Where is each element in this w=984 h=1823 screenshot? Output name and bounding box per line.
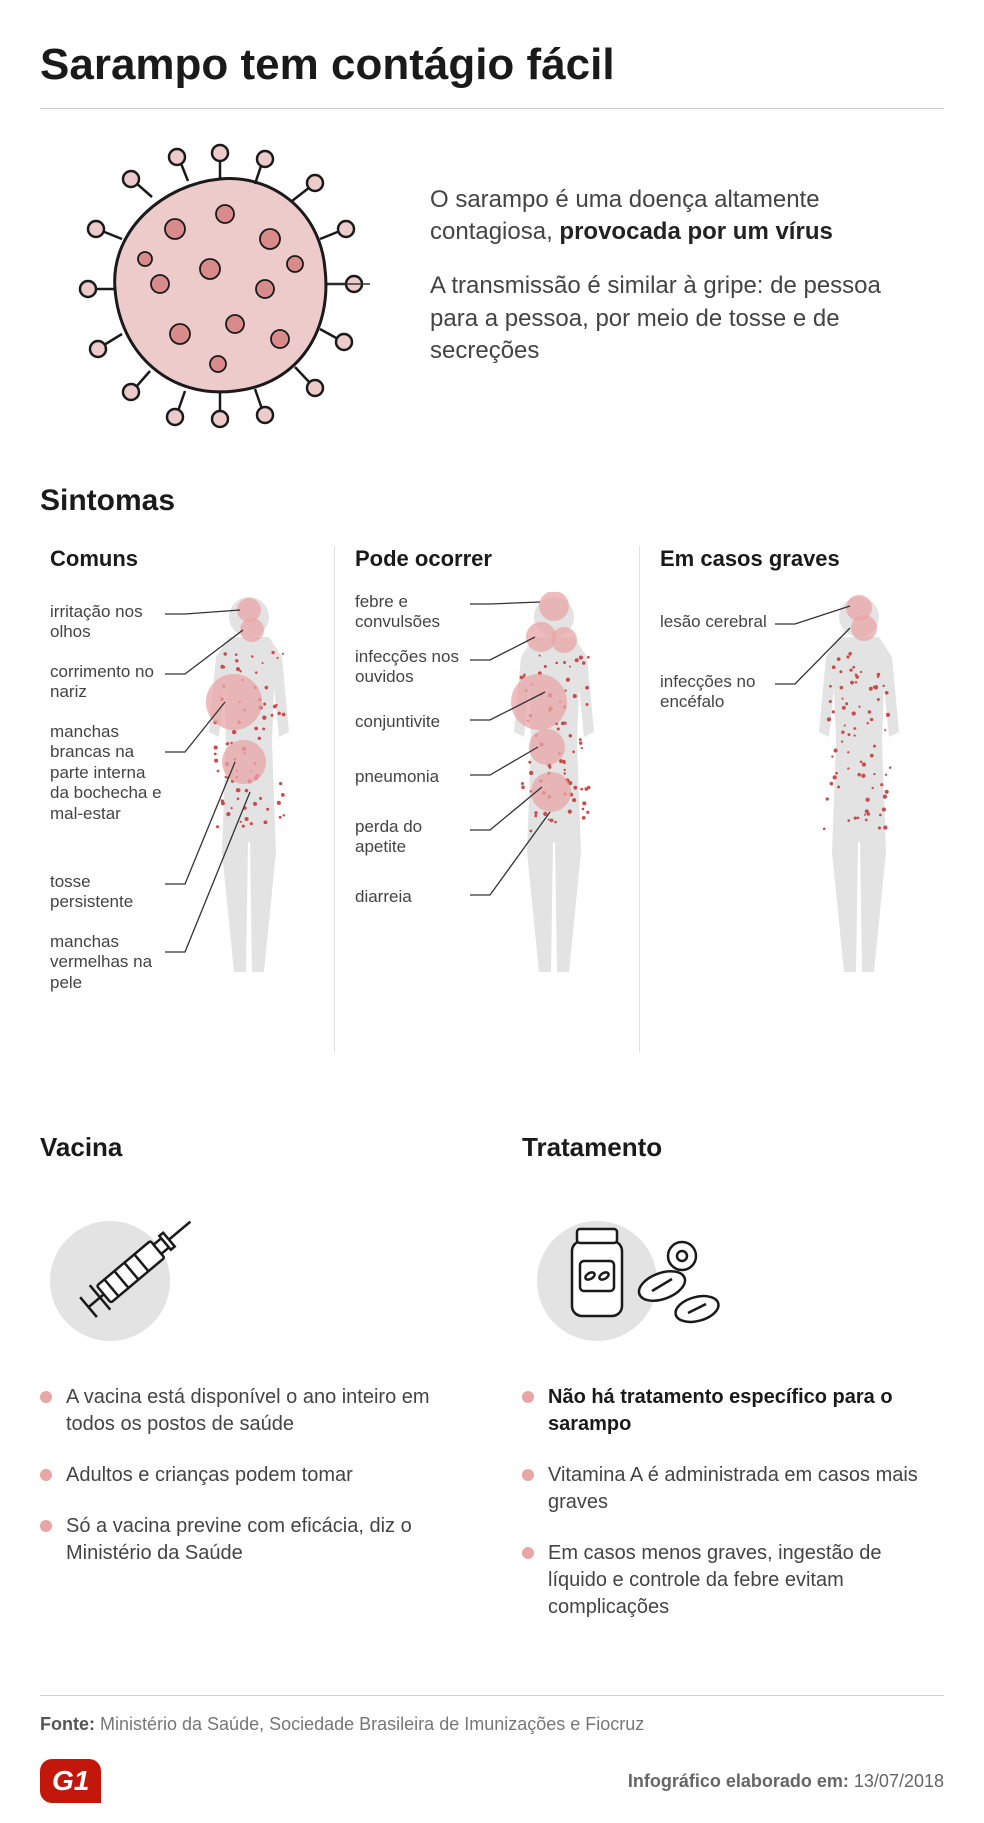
syringe-icon xyxy=(40,1191,462,1356)
bullet-icon xyxy=(40,1391,52,1403)
bullet-icon xyxy=(522,1547,534,1559)
bullet-item: Em casos menos graves, ingestão de líqui… xyxy=(522,1540,944,1621)
symptom-column: Em casos graves lesão cerebral infecções … xyxy=(639,546,944,1052)
bullet-item: Só a vacina previne com eficácia, diz o … xyxy=(40,1513,462,1567)
symptom-column-title: Pode ocorrer xyxy=(355,546,629,572)
bullet-item: Não há tratamento específico para o sara… xyxy=(522,1384,944,1438)
bullet-item: Adultos e crianças podem tomar xyxy=(40,1462,462,1489)
body-diagram: lesão cerebral infecções no encéfalo xyxy=(660,592,934,1052)
vaccine-section: Vacina xyxy=(40,1132,462,1645)
g1-logo: G1 xyxy=(40,1759,101,1803)
medicine-icon xyxy=(522,1191,944,1356)
body-diagram: febre e convulsões infecções nos ouvidos c… xyxy=(355,592,629,1052)
symptom-label: conjuntivite xyxy=(355,712,440,732)
footer: Fonte: Ministério da Saúde, Sociedade Br… xyxy=(40,1695,944,1803)
intro-paragraph-1: O sarampo é uma doença altamente contagi… xyxy=(430,184,914,249)
symptom-column-title: Comuns xyxy=(50,546,324,572)
vaccine-heading: Vacina xyxy=(40,1132,462,1163)
credit-line: Infográfico elaborado em: 13/07/2018 xyxy=(628,1771,944,1792)
bullet-icon xyxy=(40,1469,52,1481)
symptom-column-title: Em casos graves xyxy=(660,546,934,572)
bullet-item: A vacina está disponível o ano inteiro e… xyxy=(40,1384,462,1438)
body-diagram: irritação nos olhos corrimento no nariz ma… xyxy=(50,592,324,1052)
symptom-label: diarreia xyxy=(355,887,412,907)
bullet-icon xyxy=(522,1469,534,1481)
bullet-text: Não há tratamento específico para o sara… xyxy=(548,1384,944,1438)
symptom-label: manchas vermelhas na pele xyxy=(50,932,165,993)
treatment-section: Tratamento xyxy=(522,1132,944,1645)
symptom-column: Pode ocorrer febre e convulsões infecções… xyxy=(334,546,639,1052)
symptom-label: pneumonia xyxy=(355,767,439,787)
bullet-item: Vitamina A é administrada em casos mais … xyxy=(522,1462,944,1516)
bullet-icon xyxy=(40,1520,52,1532)
source-line: Fonte: Ministério da Saúde, Sociedade Br… xyxy=(40,1714,944,1735)
symptom-label: corrimento no nariz xyxy=(50,662,165,703)
symptom-label: manchas brancas na parte interna da boch… xyxy=(50,722,165,824)
bullet-text: Adultos e crianças podem tomar xyxy=(66,1462,353,1489)
symptom-label: infecções nos ouvidos xyxy=(355,647,470,688)
symptom-label: febre e convulsões xyxy=(355,592,470,633)
main-title: Sarampo tem contágio fácil xyxy=(40,40,944,109)
treatment-heading: Tratamento xyxy=(522,1132,944,1163)
symptom-label: tosse persistente xyxy=(50,872,165,913)
intro-section: O sarampo é uma doença altamente contagi… xyxy=(40,139,944,434)
symptom-label: irritação nos olhos xyxy=(50,602,165,643)
symptom-label: infecções no encéfalo xyxy=(660,672,775,713)
bullet-text: Vitamina A é administrada em casos mais … xyxy=(548,1462,944,1516)
symptom-label: lesão cerebral xyxy=(660,612,767,632)
bullet-text: Só a vacina previne com eficácia, diz o … xyxy=(66,1513,462,1567)
symptom-column: Comuns irritação nos olhos corrimento no … xyxy=(40,546,334,1052)
symptom-label: perda do apetite xyxy=(355,817,470,858)
symptoms-heading: Sintomas xyxy=(40,484,944,518)
bullet-icon xyxy=(522,1391,534,1403)
bullet-text: A vacina está disponível o ano inteiro e… xyxy=(66,1384,462,1438)
virus-illustration xyxy=(70,139,390,434)
symptoms-grid: Comuns irritação nos olhos corrimento no … xyxy=(40,546,944,1052)
bullet-text: Em casos menos graves, ingestão de líqui… xyxy=(548,1540,944,1621)
intro-paragraph-2: A transmissão é similar à gripe: de pess… xyxy=(430,270,914,367)
